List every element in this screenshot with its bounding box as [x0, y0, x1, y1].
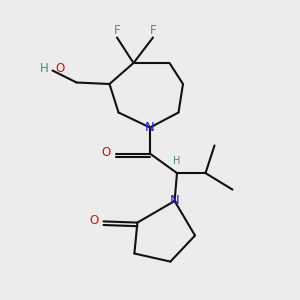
- Text: O: O: [56, 62, 65, 76]
- Text: O: O: [89, 214, 98, 227]
- Text: F: F: [114, 25, 120, 38]
- Text: F: F: [150, 25, 156, 38]
- Text: N: N: [170, 194, 179, 208]
- Text: H: H: [173, 155, 181, 166]
- Text: H: H: [40, 62, 49, 76]
- Text: O: O: [102, 146, 111, 160]
- Text: N: N: [145, 121, 155, 134]
